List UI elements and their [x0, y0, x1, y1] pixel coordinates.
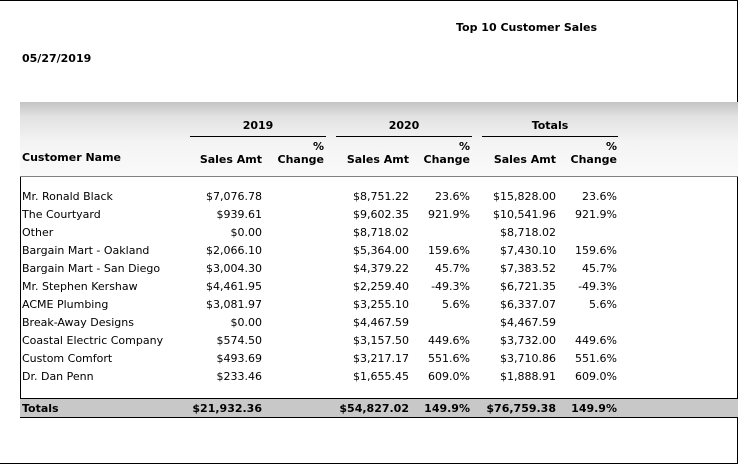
change-2020-cell: 5.6% — [442, 298, 470, 311]
change-total-cell: 45.7% — [582, 262, 617, 275]
change-2020-cell: 23.6% — [435, 190, 470, 203]
sales-amt-total-cell: $7,430.10 — [500, 244, 556, 257]
customer-name-cell: Break-Away Designs — [22, 316, 134, 329]
sales-amt-2019-cell: $574.50 — [216, 334, 263, 347]
sales-amt-2019-cell: $939.61 — [216, 208, 263, 221]
sales-amt-total-cell: $3,710.86 — [500, 352, 556, 365]
group-label-totals: Totals — [531, 119, 569, 132]
change-total-cell: 159.6% — [575, 244, 617, 257]
customer-name-cell: Bargain Mart - Oakland — [22, 244, 150, 257]
totals-amt-2020: $54,827.02 — [339, 402, 409, 415]
sales-amt-2019-cell: $4,461.95 — [206, 280, 262, 293]
customer-name-cell: Dr. Dan Penn — [22, 370, 94, 383]
sales-amt-2020-cell: $9,602.35 — [353, 208, 409, 221]
change-2020-cell: 45.7% — [435, 262, 470, 275]
sales-amt-total-cell: $3,732.00 — [500, 334, 556, 347]
column-header-band — [20, 102, 738, 177]
change-header-2020: % Change — [414, 140, 471, 166]
totals-change-2020: 149.9% — [424, 402, 470, 415]
customer-name-cell: Custom Comfort — [22, 352, 113, 365]
group-rule-totals — [482, 136, 618, 137]
sales-amt-total-cell: $15,828.00 — [493, 190, 556, 203]
sales-amt-total-cell: $8,718.02 — [500, 226, 556, 239]
customer-name-cell: Bargain Mart - San Diego — [22, 262, 161, 275]
totals-label: Totals — [22, 402, 59, 415]
sales-amt-2020-cell: $4,467.59 — [353, 316, 409, 329]
change-label: Change — [423, 153, 471, 166]
customer-name-cell: Mr. Stephen Kershaw — [22, 280, 138, 293]
totals-amt-2019: $21,932.36 — [192, 402, 262, 415]
sales-amt-2020-cell: $2,259.40 — [353, 280, 409, 293]
sales-amt-2020-cell: $3,157.50 — [353, 334, 409, 347]
sales-amt-2019-cell: $0.00 — [230, 316, 263, 329]
sales-amt-2019-cell: $0.00 — [230, 226, 263, 239]
sales-amt-2019-cell: $493.69 — [216, 352, 263, 365]
customer-name-cell: Coastal Electric Company — [22, 334, 164, 347]
pct-symbol: % — [605, 140, 617, 153]
pct-symbol: % — [458, 140, 470, 153]
change-total-cell: 5.6% — [589, 298, 617, 311]
group-label-2020: 2020 — [388, 119, 420, 132]
change-label: Change — [277, 153, 325, 166]
change-total-cell: 551.6% — [575, 352, 617, 365]
sales-amt-2020-cell: $5,364.00 — [353, 244, 409, 257]
sales-amt-2020-cell: $8,751.22 — [353, 190, 409, 203]
change-2020-cell: 551.6% — [428, 352, 470, 365]
sales-amt-2020-cell: $3,217.17 — [353, 352, 409, 365]
sales-amt-2020-cell: $3,255.10 — [353, 298, 409, 311]
report-title: Top 10 Customer Sales — [456, 21, 598, 34]
change-label: Change — [570, 153, 618, 166]
change-2020-cell: 609.0% — [428, 370, 470, 383]
sales-amt-total-cell: $10,541.96 — [493, 208, 556, 221]
totals-amt-totals: $76,759.38 — [486, 402, 556, 415]
customer-name-cell: The Courtyard — [22, 208, 101, 221]
group-label-2019: 2019 — [242, 119, 274, 132]
sales-amt-2020-cell: $1,655.45 — [353, 370, 409, 383]
group-rule-2020 — [336, 136, 472, 137]
change-2020-cell: 921.9% — [428, 208, 470, 221]
customer-name-cell: ACME Plumbing — [22, 298, 109, 311]
sales-amt-2019-cell: $2,066.10 — [206, 244, 262, 257]
change-2020-cell: -49.3% — [431, 280, 470, 293]
change-2020-cell: 159.6% — [428, 244, 470, 257]
sales-amt-total-cell: $4,467.59 — [500, 316, 556, 329]
pct-symbol: % — [312, 140, 324, 153]
sales-amt-2019-cell: $3,081.97 — [206, 298, 262, 311]
left-rule — [20, 102, 21, 418]
sales-amt-2020-cell: $4,379.22 — [353, 262, 409, 275]
change-header-totals: % Change — [560, 140, 618, 166]
change-total-cell: 921.9% — [575, 208, 617, 221]
change-total-cell: 609.0% — [575, 370, 617, 383]
sales-amt-header-2020: Sales Amt — [346, 153, 409, 166]
customer-name-cell: Mr. Ronald Black — [22, 190, 113, 203]
report-date: 05/27/2019 — [22, 52, 92, 65]
group-rule-2019 — [190, 136, 326, 137]
sales-amt-2019-cell: $233.46 — [216, 370, 263, 383]
customer-name-header: Customer Name — [22, 151, 121, 164]
change-total-cell: 23.6% — [582, 190, 617, 203]
sales-amt-2019-cell: $3,004.30 — [206, 262, 262, 275]
sales-amt-total-cell: $7,383.52 — [500, 262, 556, 275]
sales-amt-2020-cell: $8,718.02 — [353, 226, 409, 239]
sales-amt-header-2019: Sales Amt — [199, 153, 262, 166]
sales-amt-total-cell: $1,888.91 — [500, 370, 556, 383]
customer-name-cell: Other — [22, 226, 54, 239]
change-total-cell: 449.6% — [575, 334, 617, 347]
sales-amt-total-cell: $6,337.07 — [500, 298, 556, 311]
totals-band — [20, 398, 738, 418]
sales-amt-2019-cell: $7,076.78 — [206, 190, 262, 203]
change-2020-cell: 449.6% — [428, 334, 470, 347]
change-total-cell: -49.3% — [578, 280, 617, 293]
sales-amt-total-cell: $6,721.35 — [500, 280, 556, 293]
totals-change-totals: 149.9% — [571, 402, 617, 415]
change-header-2019: % Change — [268, 140, 325, 166]
sales-amt-header-totals: Sales Amt — [493, 153, 556, 166]
